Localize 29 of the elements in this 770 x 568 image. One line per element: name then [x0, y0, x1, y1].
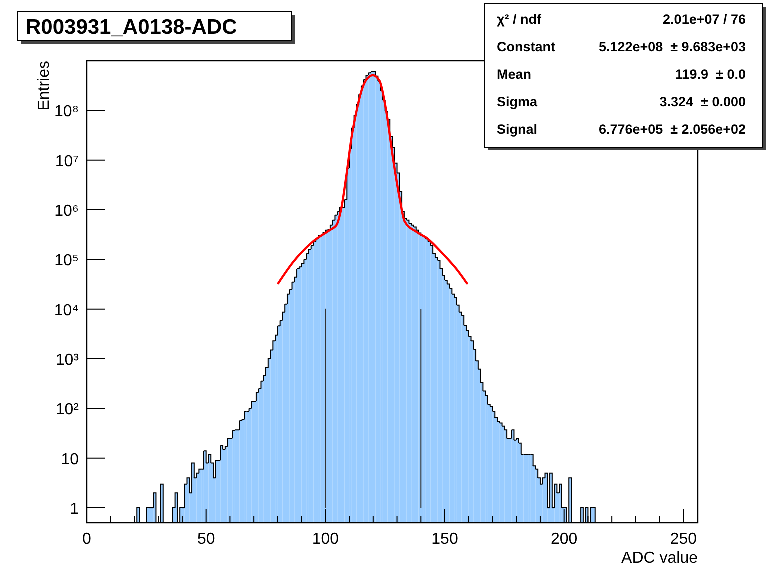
y-tick-label: 10⁴ — [54, 302, 80, 320]
x-tick-label: 0 — [82, 531, 92, 548]
y-tick-label: 10⁸ — [54, 104, 79, 121]
x-tick-label: 150 — [432, 531, 458, 548]
annotation: Mean — [497, 67, 532, 82]
annotation: Sigma — [497, 94, 538, 110]
y-axis-title: Entries — [36, 61, 53, 111]
line-series — [277, 74, 468, 285]
y-tick-label: 10⁷ — [55, 153, 80, 170]
annotation: 3.324 ± 0.000 — [660, 94, 746, 110]
x-axis-title: ADC value — [622, 550, 698, 567]
text: Constant — [497, 40, 556, 54]
y-tick-label: 10³ — [56, 352, 80, 370]
x-tick-label: 100 — [312, 531, 340, 548]
x-tick-label: 250 — [670, 531, 698, 548]
y-tick-label: 1 — [70, 501, 80, 518]
chart-title: R003931_A0138-ADC — [26, 16, 238, 39]
y-tick-label: 10² — [56, 402, 80, 419]
text: 5.122e+08 ± 9.683e+03 — [598, 40, 746, 54]
x-tick-label: 50 — [197, 531, 216, 548]
annotation: 6.776e+05 ± 2.056e+02 — [598, 122, 746, 137]
text: χ² / ndf — [497, 12, 542, 27]
annotation: 119.9 ± 0.0 — [676, 67, 746, 82]
x-tick-label: 200 — [550, 531, 578, 548]
y-tick-label: 10⁶ — [54, 203, 79, 220]
y-tick-label: 10 — [61, 451, 80, 468]
annotation: Signal — [497, 122, 538, 137]
y-tick-label: 10⁵ — [54, 252, 79, 270]
text: 2.01e+07 / 76 — [663, 12, 746, 27]
